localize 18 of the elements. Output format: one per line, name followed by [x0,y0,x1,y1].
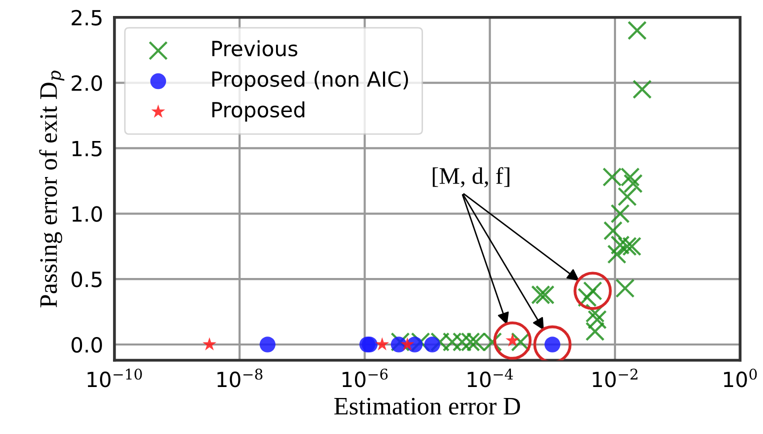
annotation: [M, d, f] [432,167,510,188]
x-tick-label: 10$^{−10}$ [88,368,142,388]
y-tick-label: 2.5 [72,10,102,26]
y-tick-label: 1.0 [72,206,102,222]
y-tick-label: 1.5 [72,140,102,156]
y-axis-title: Passing error of exit D$_{p}$ [39,70,64,308]
legend-label: Proposed [212,101,304,122]
y-tick-label: 2.0 [72,75,102,92]
x-tick-label: 10$^{−2}$ [592,368,638,388]
x-tick-label: 10$^{0}$ [724,368,757,388]
legend-label: Previous [212,40,298,56]
x-tick-label: 10$^{−4}$ [468,368,513,388]
legend-label: Proposed (non AIC) [212,70,408,92]
x-axis-title: Estimation error D [334,398,520,415]
x-tick-label: 10$^{−8}$ [217,368,262,388]
x-tick-label: 10$^{−6}$ [342,368,388,388]
y-tick-label: 0.5 [72,272,102,288]
y-tick-label: 0.0 [72,336,102,353]
